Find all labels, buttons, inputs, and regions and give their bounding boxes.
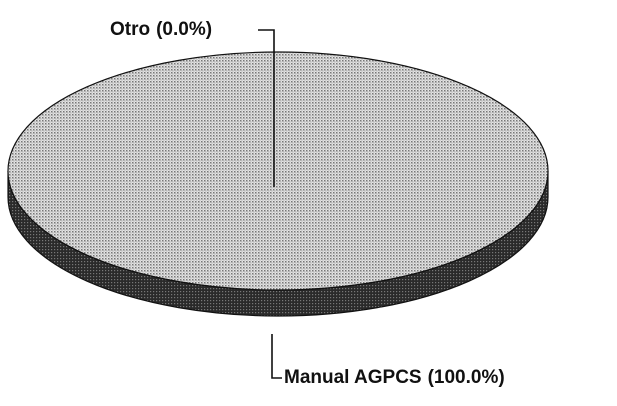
- labels: Otro (0.0%) Manual AGPCS (100.0%): [110, 19, 505, 388]
- slice-label: Otro (0.0%): [110, 19, 212, 40]
- category-label: Manual AGPCS: [284, 367, 422, 388]
- value-label: (0.0%): [156, 19, 212, 40]
- category-label: Otro: [110, 19, 150, 40]
- pie: [7, 51, 549, 317]
- leader-line: [258, 29, 275, 187]
- leader-line: [271, 334, 282, 379]
- pie-slice: [7, 51, 549, 291]
- value-label: (100.0%): [428, 367, 505, 388]
- slice-label: Manual AGPCS (100.0%): [284, 367, 505, 388]
